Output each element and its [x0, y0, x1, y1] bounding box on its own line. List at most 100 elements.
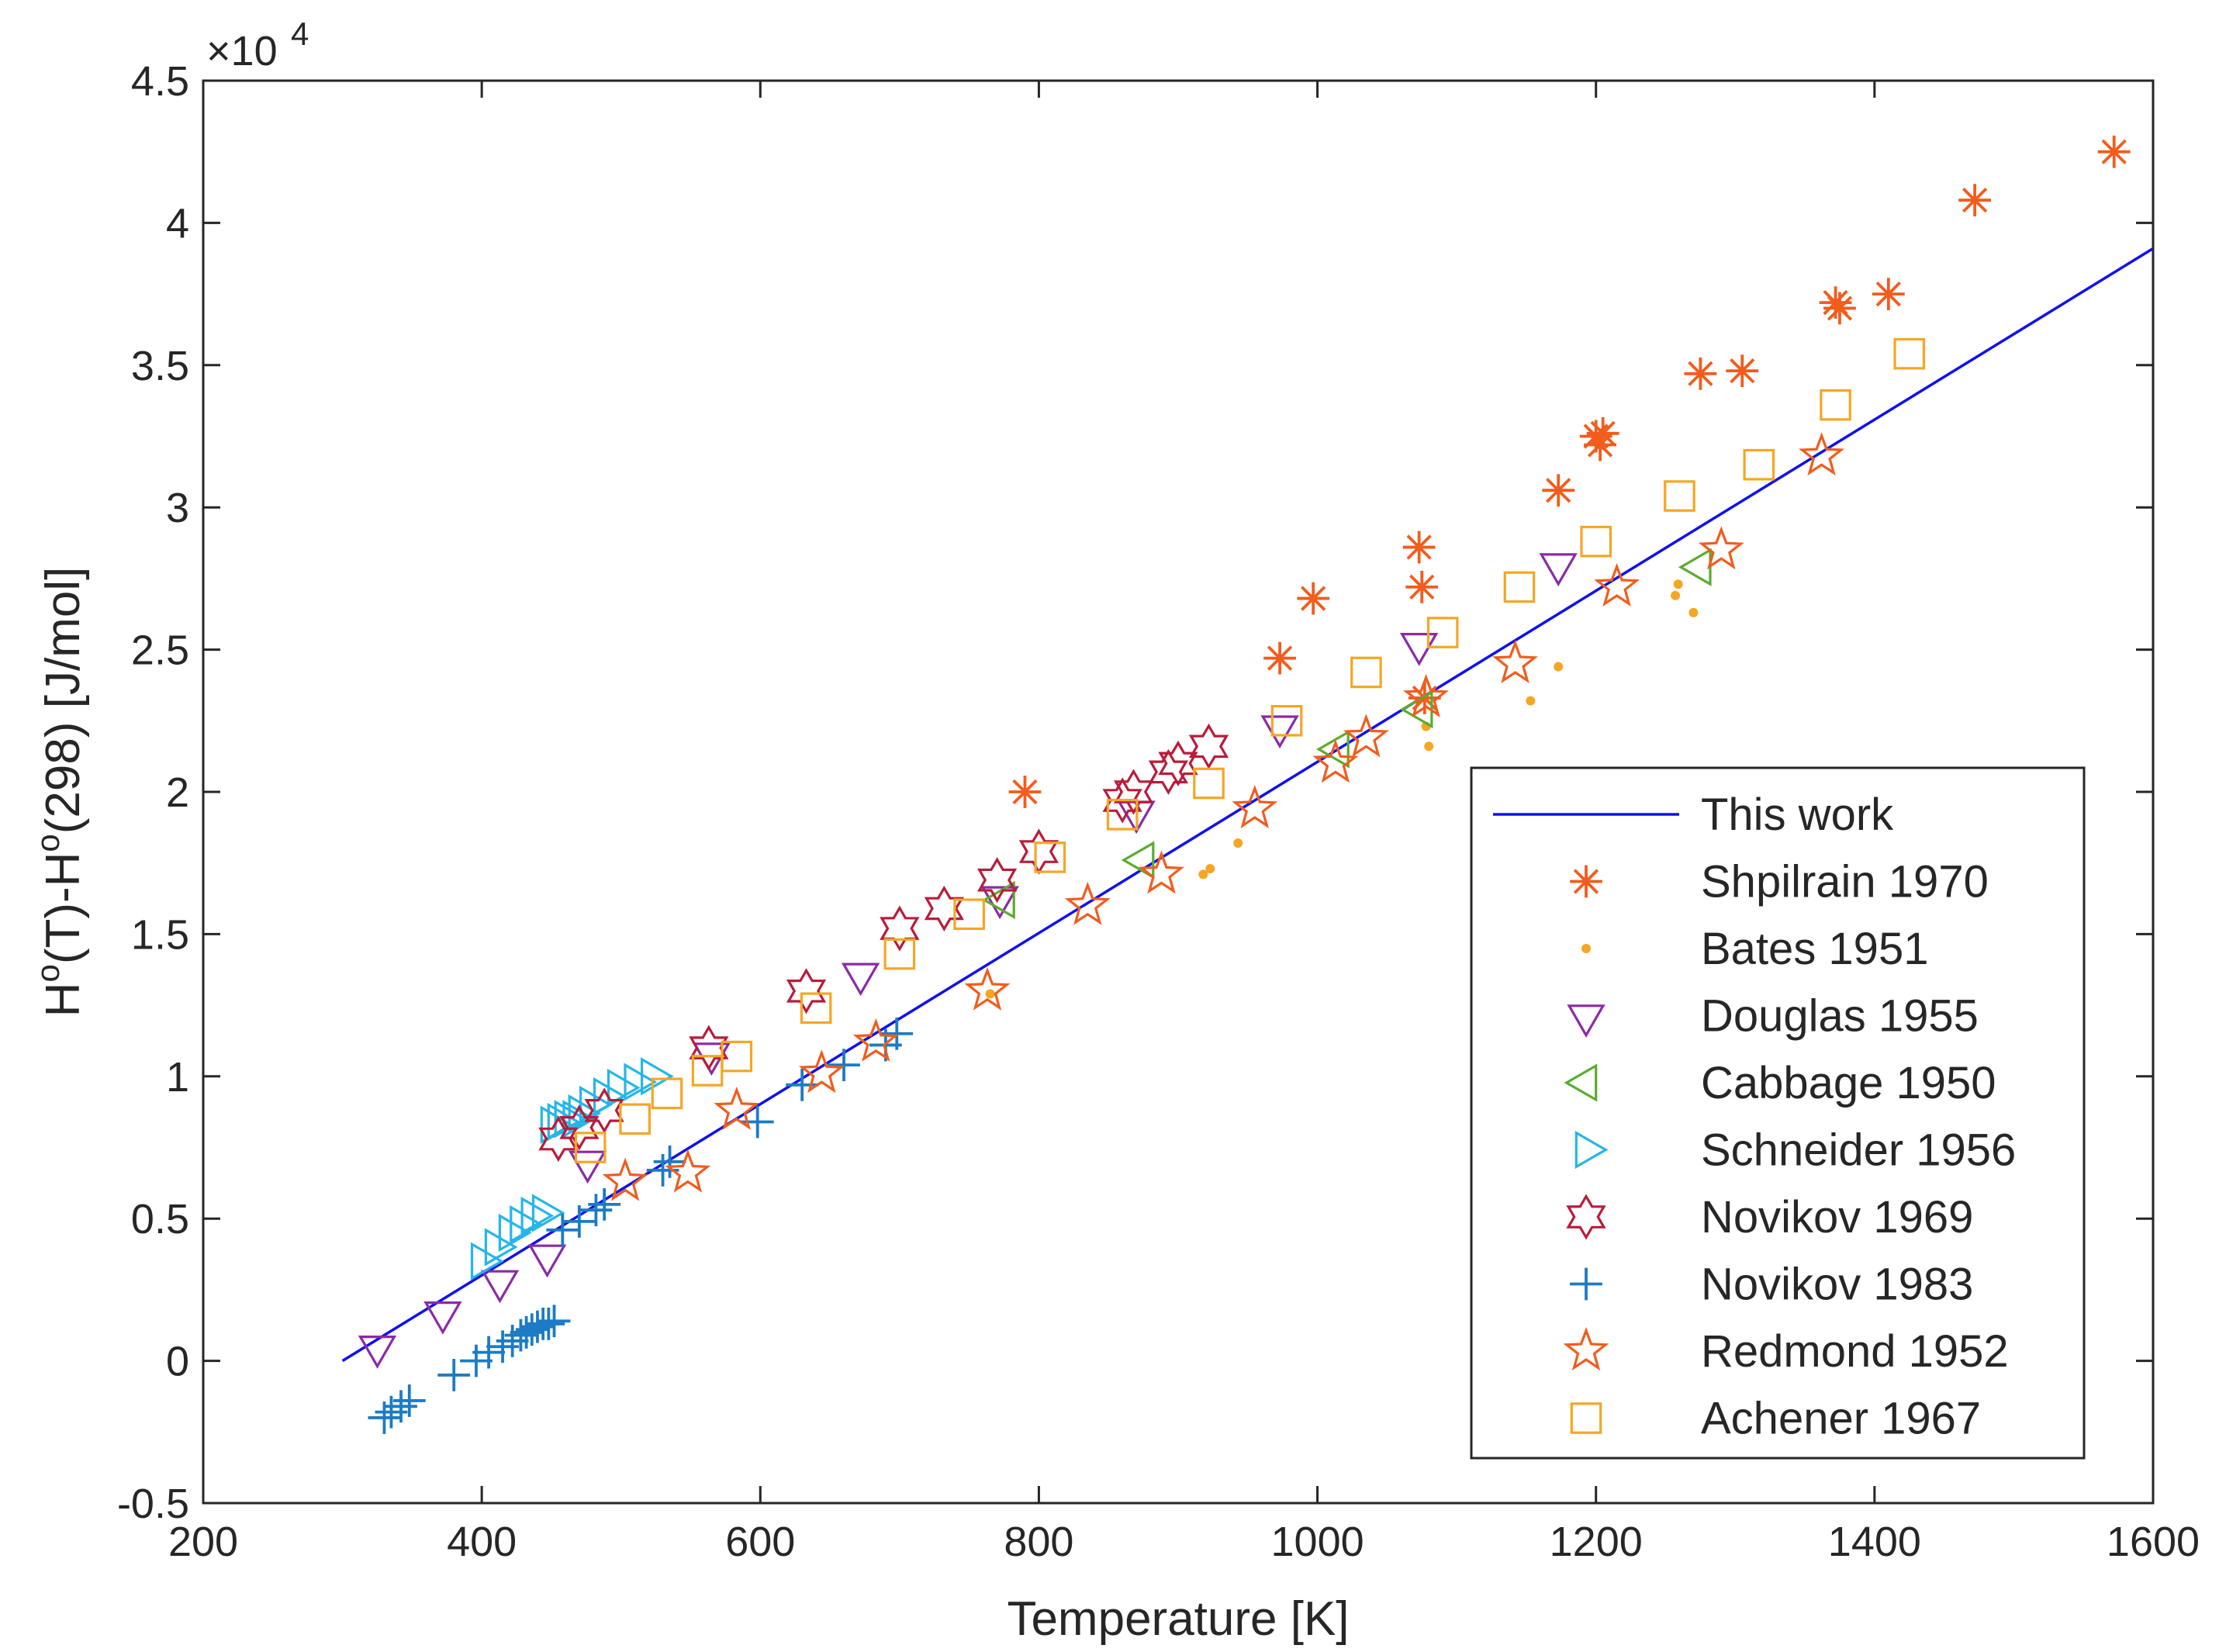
legend-label: Bates 1951: [1701, 924, 1928, 974]
marker-star: [1403, 674, 1450, 718]
marker-dot: [1688, 607, 1699, 617]
data-point: [588, 1187, 621, 1221]
x-tick-label: 200: [168, 1519, 238, 1565]
marker-star: [1594, 562, 1640, 607]
x-tick-label: 1200: [1550, 1519, 1643, 1565]
data-point: [496, 1325, 529, 1357]
data-point: [665, 1149, 711, 1193]
data-point: [385, 1390, 417, 1423]
data-point: [1121, 841, 1155, 880]
marker-star: [1064, 881, 1111, 925]
data-point: [392, 1384, 426, 1417]
legend-label: Novikov 1983: [1701, 1260, 1973, 1310]
y-axis-title: Ho(T)-Ho(298) [J/mol]: [29, 567, 90, 1018]
marker-triangle: [1121, 841, 1155, 880]
marker-stroke: [1301, 586, 1326, 611]
y-title-part-2: (T)-H: [36, 852, 90, 965]
data-point: [1823, 292, 1856, 325]
data-point: [510, 1204, 543, 1244]
data-point: [1193, 767, 1225, 800]
series-redmond-1952: [602, 432, 1845, 1201]
data-point: [714, 1086, 760, 1130]
data-point: [579, 1194, 613, 1227]
marker-star: [559, 1104, 600, 1151]
marker-stroke: [1573, 869, 1599, 894]
data-point: [1684, 357, 1717, 390]
y-tick-label: 2: [166, 769, 189, 816]
marker-square: [1270, 704, 1303, 737]
data-point: [574, 1132, 607, 1163]
axis-ticks: 200 400 600 800 1000 1200 1400 1600 -0.5 0 0.5 1 1.5…: [117, 58, 2200, 1565]
marker-star: [964, 966, 1011, 1011]
data-point: [537, 1305, 571, 1338]
series-novikov-1983: [368, 1017, 914, 1434]
marker-triangle: [1539, 553, 1578, 587]
data-point: [1554, 662, 1564, 672]
data-point: [1034, 842, 1066, 873]
data-point: [1102, 777, 1142, 824]
series-schneider-1956: [470, 1057, 674, 1280]
marker-square: [1106, 799, 1139, 831]
marker-dot: [1581, 944, 1591, 953]
data-point: [1106, 799, 1139, 831]
y-tick-label: 0.5: [131, 1196, 189, 1242]
marker-square: [883, 938, 916, 970]
x-axis-title: Temperature [K]: [1007, 1592, 1349, 1646]
y-tick-label: 3: [166, 485, 189, 531]
marker-triangle: [527, 1244, 567, 1278]
data-point: [584, 1087, 624, 1134]
data-point: [1688, 607, 1699, 617]
data-point: [651, 1077, 683, 1110]
marker-star: [976, 857, 1018, 904]
data-point: [1148, 748, 1189, 795]
marker-square: [721, 1040, 753, 1073]
marker-stroke: [1688, 361, 1713, 386]
y-title-sup-1: o: [29, 964, 66, 982]
data-point: [980, 886, 1019, 920]
data-point: [568, 1150, 607, 1184]
marker-triangle: [498, 1213, 532, 1253]
legend-swatch-marker: [1564, 1063, 1598, 1102]
data-point: [1263, 641, 1296, 675]
legend-label: Douglas 1955: [1701, 991, 1979, 1042]
data-point: [538, 1115, 579, 1163]
marker-triangle: [1574, 1130, 1609, 1170]
marker-dot: [1673, 579, 1683, 589]
marker-star: [1492, 639, 1539, 684]
data-point: [841, 963, 880, 997]
marker-star: [538, 1115, 579, 1163]
marker-star: [1158, 740, 1198, 786]
marker-stroke: [2101, 139, 2127, 164]
data-point: [786, 968, 827, 1014]
data-point: [1664, 480, 1695, 512]
legend-label: Achener 1967: [1701, 1394, 1981, 1444]
marker-stroke: [1875, 281, 1901, 307]
marker-square: [574, 1132, 607, 1163]
data-point: [559, 1104, 600, 1151]
marker-dot: [1526, 696, 1536, 706]
marker-triangle: [980, 886, 1019, 920]
marker-star: [852, 1018, 899, 1062]
marker-triangle: [1564, 1063, 1598, 1102]
data-point: [1424, 741, 1434, 752]
marker-stroke: [1730, 358, 1755, 384]
data-point: [1205, 864, 1215, 874]
marker-square: [1664, 480, 1695, 512]
marker-stroke: [1409, 574, 1435, 600]
data-point: [1188, 723, 1229, 769]
data-point: [368, 1401, 401, 1434]
y-exponent-base: ×10: [206, 28, 278, 74]
y-axis-exponent: ×10 4: [206, 16, 309, 74]
data-point: [607, 1068, 641, 1108]
data-point: [1743, 448, 1775, 481]
marker-triangle: [1399, 632, 1439, 666]
data-point: [527, 1244, 567, 1278]
data-point: [546, 1213, 579, 1246]
marker-star: [602, 1157, 648, 1201]
data-point: [1673, 579, 1683, 589]
data-point: [562, 1204, 596, 1238]
data-point: [1399, 632, 1439, 666]
series-shpilrain-1970: [1008, 135, 2131, 808]
marker-star: [1188, 723, 1229, 769]
